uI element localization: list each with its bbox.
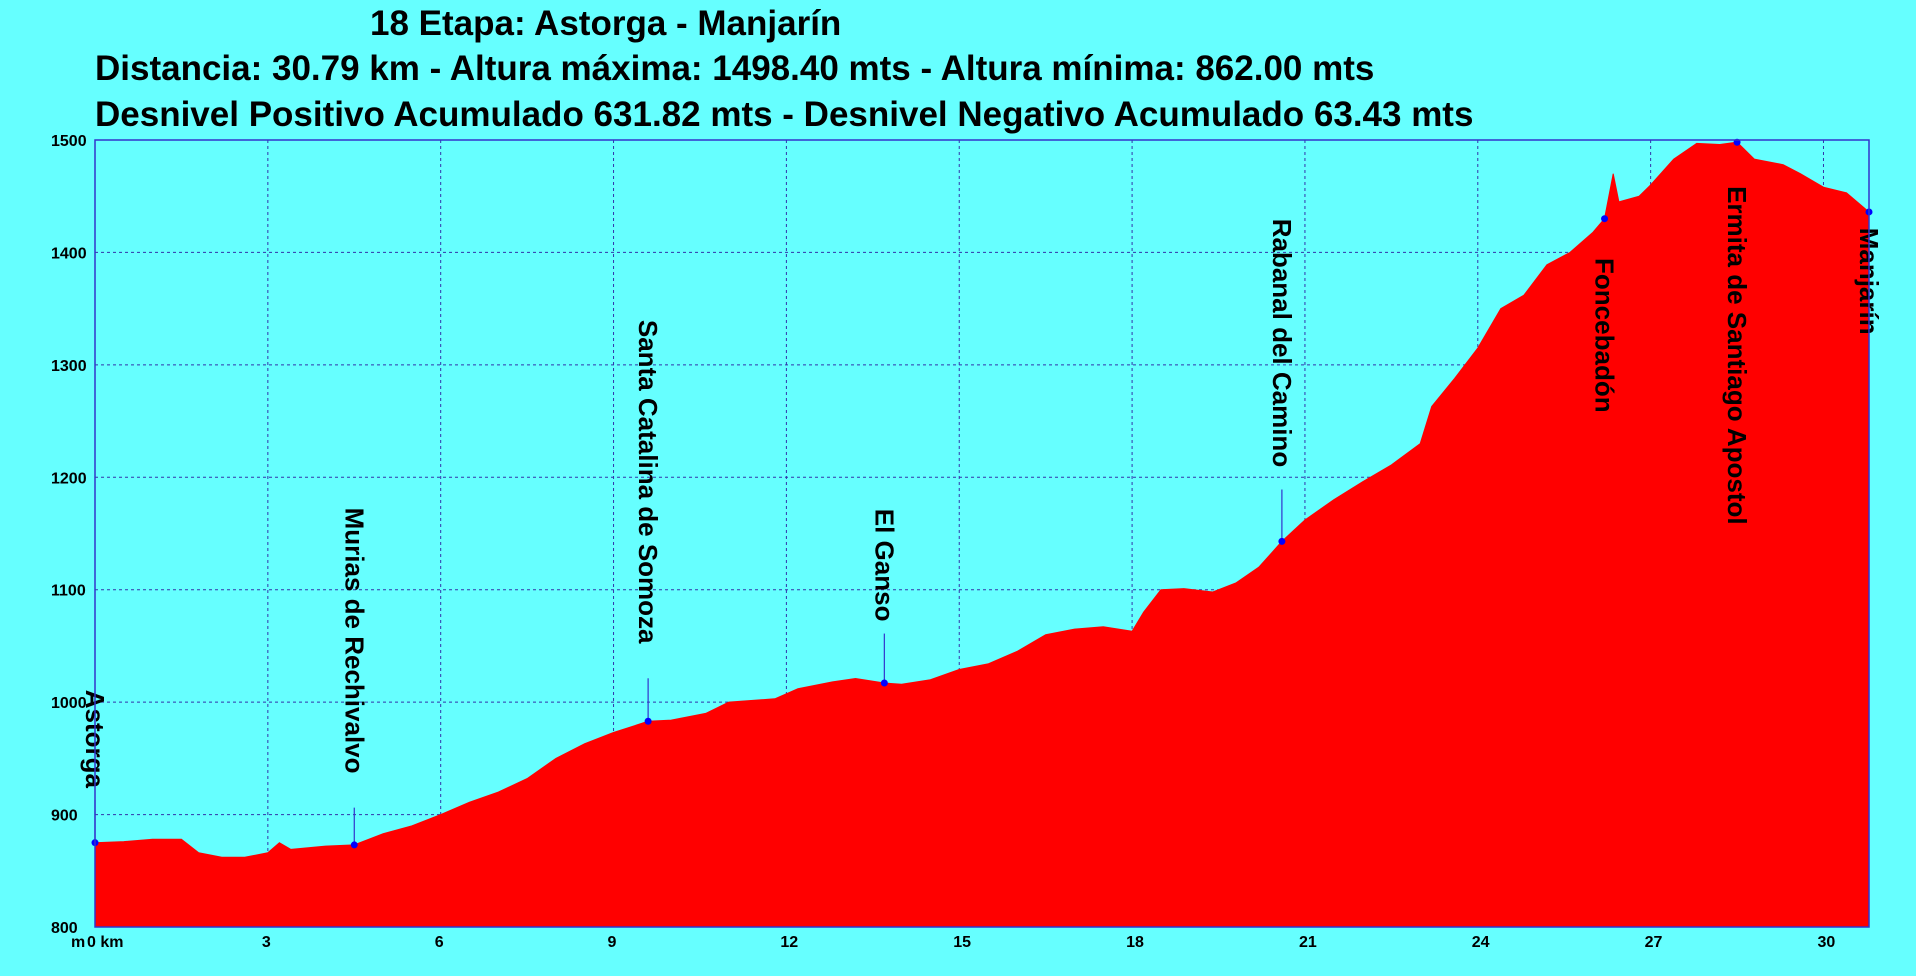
- x-tick-label: 3: [262, 934, 271, 951]
- waypoint: El Ganso: [869, 509, 899, 687]
- y-axis-ticks: 800 900 1000 1100 1200 1300 1400 1500: [51, 133, 87, 937]
- plot-frame: [94, 139, 1870, 928]
- x-tick-label: 6: [435, 934, 444, 951]
- distance-summary: Distancia: 30.79 km - Altura máxima: 149…: [95, 49, 1375, 88]
- x-tick-label: 30: [1817, 934, 1835, 951]
- chart-title: 18 Etapa: Astorga - Manjarín: [370, 4, 842, 43]
- elevation-gain-summary: Desnivel Positivo Acumulado 631.82 mts -…: [95, 95, 1474, 134]
- x-tick-label: 9: [608, 934, 617, 951]
- x-tick-label: 27: [1645, 934, 1663, 951]
- waypoint-marker: [350, 841, 358, 849]
- x-tick-label: 21: [1299, 934, 1317, 951]
- y-tick-label: 1500: [51, 133, 87, 150]
- x-tick-label: 0 km: [87, 934, 123, 951]
- waypoint-label: El Ganso: [869, 509, 899, 622]
- waypoint: Ermita de Santiago Apostol: [1722, 138, 1752, 525]
- x-tick-label: 12: [780, 934, 798, 951]
- waypoint: Murias de Rechivalvo: [339, 508, 369, 849]
- waypoint: Rabanal del Camino: [1267, 219, 1297, 545]
- waypoint-label: Rabanal del Camino: [1267, 219, 1297, 468]
- x-tick-label: 18: [1126, 934, 1144, 951]
- x-tick-label: 24: [1472, 934, 1490, 951]
- waypoint-label: Santa Catalina de Somoza: [633, 320, 663, 644]
- waypoint-marker: [880, 679, 888, 687]
- waypoint: Santa Catalina de Somoza: [633, 320, 663, 725]
- waypoint-label: Murias de Rechivalvo: [339, 508, 369, 774]
- waypoint-label: Ermita de Santiago Apostol: [1722, 186, 1752, 525]
- y-tick-label: 1400: [51, 245, 87, 262]
- x-tick-label: 15: [953, 934, 971, 951]
- x-axis-ticks: 0 km 3 6 9 12 15 18 21 24 27 30: [87, 934, 1835, 951]
- waypoint-marker: [1278, 537, 1286, 545]
- y-tick-label: 1100: [51, 583, 86, 600]
- y-tick-label: 1000: [51, 695, 87, 712]
- waypoint-marker: [644, 717, 652, 725]
- y-tick-label: 1300: [51, 358, 87, 375]
- y-tick-label: 1200: [51, 470, 87, 487]
- y-axis-unit: m: [71, 934, 85, 951]
- y-tick-label: 900: [51, 808, 78, 825]
- waypoint-label: Foncebadón: [1590, 258, 1620, 413]
- waypoint-marker: [1601, 215, 1609, 223]
- y-tick-label: 800: [51, 920, 78, 937]
- waypoint: Foncebadón: [1590, 215, 1620, 413]
- elevation-area: [94, 141, 1870, 928]
